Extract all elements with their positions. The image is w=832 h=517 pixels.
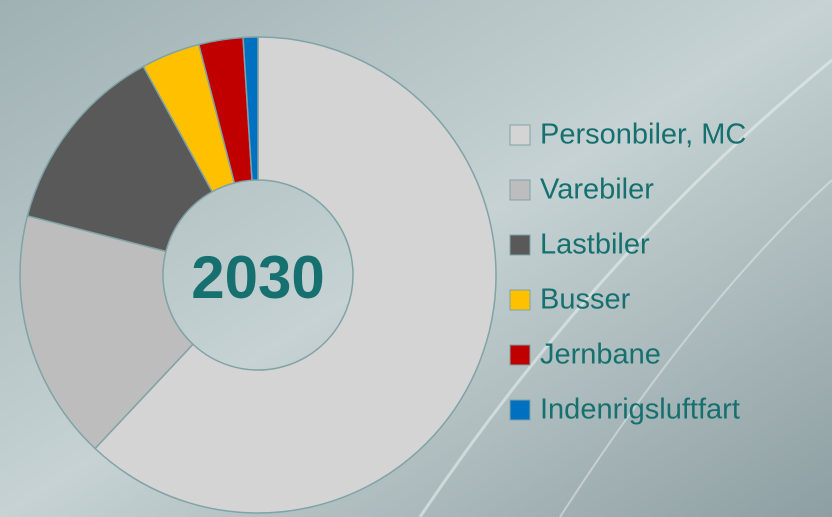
legend-label: Busser	[540, 284, 631, 316]
donut-slice	[94, 36, 497, 514]
legend-label: Varebiler	[540, 174, 654, 206]
legend-swatch	[509, 179, 531, 201]
legend-label: Lastbiler	[540, 229, 650, 261]
legend-swatch	[509, 234, 531, 256]
legend-label: Personbiler, MC	[540, 119, 746, 151]
legend-swatch	[509, 124, 531, 146]
legend-label: Jernbane	[540, 339, 661, 371]
donut-slice	[26, 65, 214, 253]
legend-swatch	[509, 399, 531, 421]
donut-slice	[19, 214, 195, 450]
legend-swatch	[509, 289, 531, 311]
donut-slice	[242, 36, 259, 181]
legend-label: Indenrigsluftfart	[540, 394, 740, 426]
legend-swatch	[509, 344, 531, 366]
center-label: 2030	[191, 244, 324, 311]
road-line	[418, 58, 832, 517]
road-line	[559, 179, 832, 517]
